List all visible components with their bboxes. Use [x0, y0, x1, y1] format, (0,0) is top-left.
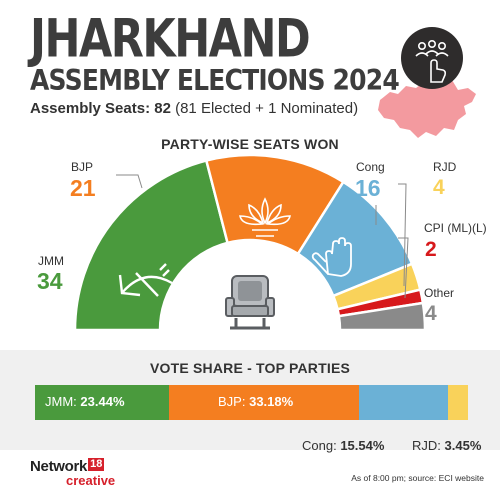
network18-logo: Network 18 creative	[30, 458, 116, 488]
label-cong-name: Cong	[356, 160, 385, 174]
vote-segment-rjd	[448, 385, 469, 420]
label-rjd-seats: 4	[433, 176, 445, 199]
vote-segment-jmm	[35, 385, 170, 420]
label-other-name: Other	[424, 286, 454, 300]
seat-slice-jmm	[73, 159, 230, 332]
label-cpi-name: CPI (ML)(L)	[424, 221, 487, 235]
seats-label: Assembly Seats:	[30, 100, 151, 117]
voting-hand-people-icon	[401, 27, 463, 89]
label-bjp-name: BJP	[71, 160, 93, 174]
seats-chart: BJP 21 Cong 16 RJD 4 CPI (ML)(L) 2 Other…	[0, 150, 500, 345]
vote-section-title: VOTE SHARE - TOP PARTIES	[149, 360, 351, 376]
label-other-seats: 4	[425, 302, 437, 325]
vote-label-cong: Cong: 15.54%	[302, 438, 385, 453]
vote-share-bar	[35, 385, 469, 420]
bow-arrow-icon	[118, 263, 173, 297]
seats-detail: (81 Elected + 1 Nominated)	[175, 100, 359, 117]
title-jharkhand: JHARKHAND	[30, 9, 311, 71]
label-jmm-name: JMM	[38, 254, 64, 268]
label-jmm-seats: 34	[37, 268, 63, 294]
vote-label-bjp: BJP: 33.18%	[218, 394, 294, 409]
label-cong-seats: 16	[355, 175, 381, 201]
source-note: As of 8:00 pm; source: ECI website	[351, 473, 484, 483]
seat-slice-other	[337, 301, 427, 332]
label-rjd-name: RJD	[433, 160, 457, 174]
assembly-seats-line: Assembly Seats: 82 (81 Elected + 1 Nomin…	[30, 100, 358, 117]
label-cpi-seats: 2	[425, 238, 437, 261]
jharkhand-map-icon	[372, 72, 482, 147]
title-assembly-elections: ASSEMBLY ELECTIONS 2024	[30, 63, 400, 98]
vote-segment-cong	[359, 385, 449, 420]
lotus-icon	[239, 197, 291, 237]
vote-segment-bjp	[169, 385, 360, 420]
assembly-chair-icon	[225, 275, 275, 330]
seats-section-title: PARTY-WISE SEATS WON	[161, 136, 339, 152]
vote-label-jmm: JMM: 23.44%	[45, 394, 125, 409]
seats-total: 82	[154, 100, 171, 117]
vote-label-rjd: RJD: 3.45%	[412, 438, 482, 453]
label-bjp-seats: 21	[70, 175, 96, 201]
hand-icon	[311, 237, 352, 277]
